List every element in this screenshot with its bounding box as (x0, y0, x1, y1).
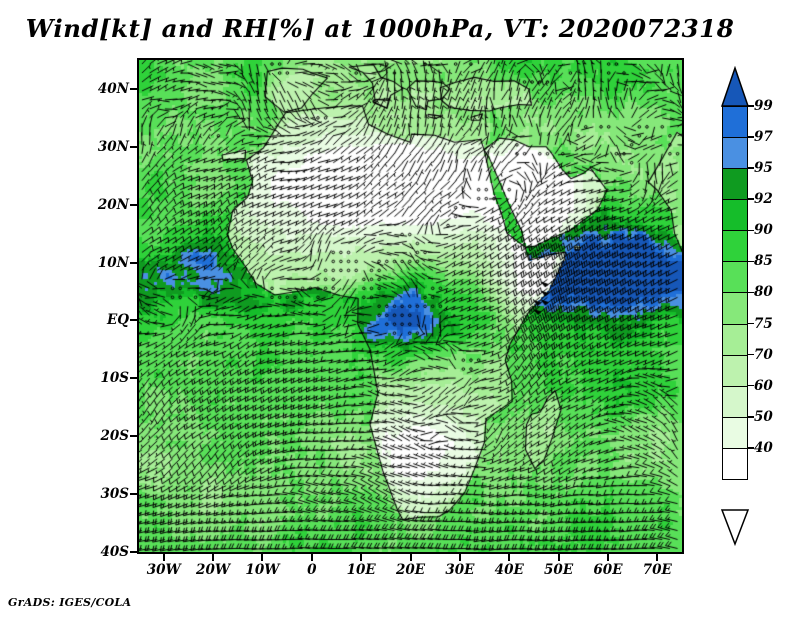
colorbar-tick-label: 92 (754, 191, 773, 208)
colorbar-bottom-arrow (720, 509, 750, 547)
colorbar-tick (748, 353, 754, 356)
x-axis-label: 30W (146, 562, 181, 578)
y-axis-label: 40N (97, 80, 129, 97)
colorbar-tick (748, 229, 754, 232)
x-axis-tick (606, 554, 609, 561)
colorbar-band (722, 199, 748, 232)
y-axis-tick (130, 145, 137, 148)
x-axis-tick (212, 554, 215, 561)
y-axis-tick (130, 319, 137, 322)
colorbar-band (722, 447, 748, 481)
x-axis-tick (310, 554, 313, 561)
x-axis-tick (261, 554, 264, 561)
colorbar-band (722, 168, 748, 201)
colorbar-tick-label: 50 (754, 408, 773, 425)
y-axis-label: 10N (97, 254, 129, 271)
colorbar-band (722, 416, 748, 450)
y-axis-label: 30S (100, 486, 129, 503)
colorbar-tick-label: 40 (754, 439, 773, 456)
colorbar-band (722, 137, 748, 170)
x-axis-tick (656, 554, 659, 561)
colorbar-tick-label: 85 (754, 253, 773, 270)
x-axis-label: 60E (593, 562, 623, 578)
y-axis-tick (130, 203, 137, 206)
colorbar-top-arrow (720, 66, 750, 107)
y-axis-tick (130, 551, 137, 553)
x-axis-label: 20W (196, 562, 231, 578)
colorbar-tick (748, 260, 754, 263)
colorbar-band (722, 385, 748, 419)
colorbar-band (722, 354, 748, 388)
x-axis-label: 30E (445, 562, 475, 578)
x-axis-label: 0 (307, 562, 317, 578)
colorbar-tick-label: 75 (754, 315, 773, 332)
colorbar-band (722, 106, 748, 139)
colorbar-tick (748, 198, 754, 200)
colorbar-tick (748, 167, 754, 169)
x-axis-tick (458, 554, 461, 561)
map-plot-area (137, 58, 684, 554)
colorbar-tick (748, 322, 754, 325)
y-axis-label: EQ (106, 312, 129, 329)
x-axis-tick (162, 554, 165, 561)
x-axis-label: 50E (544, 562, 574, 578)
colorbar-band (722, 323, 748, 357)
colorbar-tick (748, 416, 754, 418)
x-axis-label: 20E (395, 562, 426, 578)
colorbar-band (722, 292, 748, 326)
y-axis-label: 30N (97, 138, 129, 155)
colorbar-tick (748, 384, 754, 387)
wind-barb-overlay (139, 60, 682, 552)
x-axis-tick (557, 554, 560, 561)
x-axis-label: 10W (245, 562, 280, 578)
y-axis-tick (130, 435, 137, 438)
x-axis-tick (409, 554, 412, 561)
colorbar-tick (748, 447, 754, 449)
colorbar-tick-label: 70 (754, 346, 773, 363)
x-axis-tick (508, 554, 511, 561)
x-axis-label: 70E (642, 562, 672, 578)
colorbar-tick-label: 97 (754, 129, 773, 146)
y-axis-label: 20S (100, 428, 129, 445)
y-axis-tick (130, 87, 137, 90)
x-axis-tick (360, 554, 363, 561)
y-axis-label: 10S (100, 370, 129, 387)
y-axis-label: 40S (100, 544, 129, 560)
y-axis-tick (130, 261, 137, 264)
colorbar-tick-label: 60 (754, 377, 773, 394)
y-axis-label: 20N (97, 196, 129, 213)
page-title: Wind[kt] and RH[%] at 1000hPa, VT: 20200… (25, 14, 735, 43)
colorbar-tick (748, 105, 754, 107)
colorbar-tick-label: 99 (754, 98, 773, 114)
y-axis-tick (130, 377, 137, 380)
colorbar-tick (748, 136, 754, 138)
x-axis-label: 40E (494, 562, 524, 578)
colorbar-tick (748, 291, 754, 294)
colorbar-tick-label: 90 (754, 222, 773, 239)
y-axis-tick (130, 493, 137, 496)
colorbar-tick-label: 80 (754, 284, 773, 301)
colorbar-band (722, 230, 748, 263)
x-axis-label: 10E (346, 562, 376, 578)
grads-credit: GrADS: IGES/COLA (8, 596, 132, 609)
colorbar-tick-label: 95 (754, 160, 773, 177)
colorbar-band (722, 261, 748, 294)
